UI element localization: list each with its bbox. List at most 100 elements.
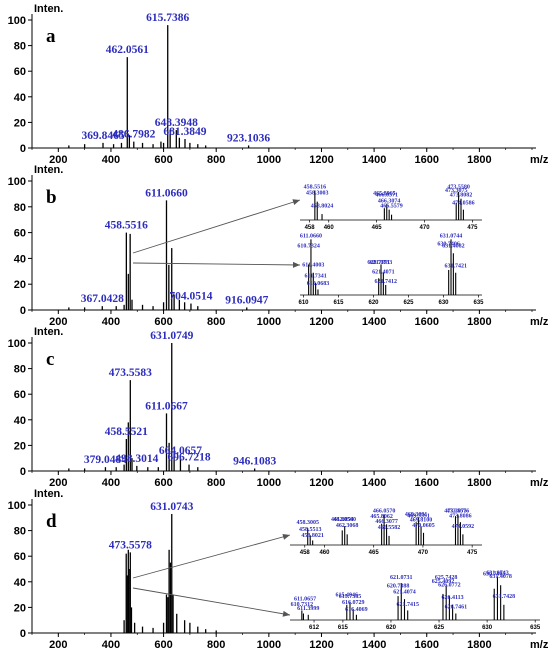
inset-peak-label: 474.0586 — [452, 201, 475, 207]
inset-peak-label: 612.0683 — [307, 281, 330, 287]
inset-peak-label: 626.7461 — [445, 604, 468, 610]
inset-x-tick-label: 475 — [467, 225, 478, 231]
peak-label: 615.7386 — [146, 12, 189, 24]
x-tick-label: 600 — [154, 316, 172, 328]
peak-label: 631.0743 — [150, 501, 193, 513]
inset-x-tick-label: 625 — [403, 300, 414, 306]
inset-peak-label: 631.7428 — [493, 594, 516, 600]
inset-peak-label: 625.7428 — [435, 575, 458, 581]
peak-label: 923.1036 — [227, 132, 270, 144]
y-tick-label: 60 — [14, 228, 26, 240]
peak-label: 369.8465 — [81, 130, 124, 142]
inset-peak-label: 458.8021 — [301, 533, 324, 539]
inset-peak-label: 458.3003 — [306, 190, 329, 196]
inset-peak-label: 458.8024 — [311, 204, 334, 210]
x-tick-label: 800 — [207, 154, 225, 166]
inset-peak-label: 458.3005 — [296, 520, 319, 526]
x-axis-title: m/z — [530, 639, 549, 651]
inset-peak-label: 611.7341 — [305, 273, 327, 279]
inset-x-tick-label: 470 — [418, 550, 429, 556]
peak-label: 611.0667 — [145, 400, 188, 412]
peak-label: 379.0484 — [84, 454, 127, 466]
x-axis-title: m/z — [530, 477, 549, 489]
inset-peak-label: 631.4082 — [442, 243, 465, 249]
zoom-arrow-head — [282, 533, 290, 540]
inset-peak-label: 610.7324 — [297, 243, 320, 249]
inset-peak-label: 466.3074 — [378, 199, 401, 205]
zoom-arrow-line — [132, 262, 301, 266]
inset-peak-label: 631.7421 — [444, 263, 467, 269]
inset-x-tick-label: 615 — [333, 300, 344, 306]
y-axis-title: Inten. — [34, 326, 63, 338]
x-tick-label: 600 — [154, 477, 172, 489]
inset-x-tick-label: 635 — [473, 300, 484, 306]
inset-peak-label: 473.8082 — [450, 193, 473, 199]
zoom-arrow-line — [132, 587, 291, 616]
inset-peak-label: 473.5576 — [447, 509, 470, 515]
inset-peak-label: 466.0571 — [376, 193, 399, 199]
inset-peak-label: 461.8054 — [331, 517, 354, 523]
y-axis-title: Inten. — [34, 488, 63, 500]
y-tick-label: 0 — [20, 143, 26, 155]
y-tick-label: 80 — [14, 526, 26, 538]
x-tick-label: 1800 — [467, 477, 491, 489]
x-tick-label: 1400 — [362, 316, 386, 328]
inset-x-tick-label: 475 — [467, 550, 478, 556]
peak-label: 631.0749 — [150, 330, 193, 342]
y-tick-label: 100 — [8, 500, 26, 512]
x-tick-label: 1400 — [362, 477, 386, 489]
x-tick-label: 200 — [49, 639, 67, 651]
y-tick-label: 40 — [14, 253, 26, 265]
peak-label: 664.0657 — [159, 445, 202, 457]
panel-letter: a — [46, 26, 56, 47]
x-tick-label: 600 — [154, 639, 172, 651]
x-tick-label: 1600 — [414, 154, 438, 166]
inset-peak-label: 620.7388 — [387, 584, 410, 590]
inset-peak-label: 630.7405 — [483, 571, 506, 577]
y-axis-title: Inten. — [34, 164, 63, 176]
inset-peak-label: 620.7391 — [367, 260, 390, 266]
spectrum-panel-b: 0 20 40 60 80 100 200 400 600 800 1000 1200 1400 1600… — [8, 164, 549, 328]
inset-peak-label: 466.5582 — [378, 525, 401, 531]
inset-x-tick-label: 630 — [438, 300, 449, 306]
inset-x-tick-label: 612 — [309, 625, 320, 631]
y-tick-label: 60 — [14, 551, 26, 563]
peak-label: 946.1083 — [233, 455, 276, 467]
inset-peak-label: 473.3075 — [445, 188, 468, 194]
y-tick-label: 100 — [8, 15, 26, 27]
x-tick-label: 800 — [207, 316, 225, 328]
inset-peak-label: 621.4074 — [393, 590, 416, 596]
peak-label: 648.3948 — [155, 117, 198, 129]
y-tick-label: 40 — [14, 577, 26, 589]
y-tick-label: 100 — [8, 176, 26, 188]
inset-peak-label: 626.0772 — [438, 583, 461, 589]
inset-peak-label: 462.3068 — [336, 523, 359, 529]
zoom-arrow-head — [282, 610, 290, 617]
inset-x-tick-label: 620 — [368, 300, 379, 306]
inset-peak-label: 474.0592 — [452, 524, 475, 530]
inset-peak-label: 621.0731 — [390, 575, 413, 581]
y-tick-label: 0 — [20, 305, 26, 317]
inset-peak-label: 621.4071 — [372, 270, 395, 276]
peak-label: 696.7218 — [167, 452, 210, 464]
inset-x-tick-label: 465 — [369, 550, 380, 556]
inset-peak-label: 616.0729 — [342, 600, 365, 606]
x-tick-label: 1000 — [257, 154, 281, 166]
y-tick-label: 80 — [14, 364, 26, 376]
inset-peak-label: 616.4069 — [345, 607, 368, 613]
inset-peak-label: 466.0570 — [373, 509, 396, 515]
inset-peak-label: 611.3999 — [297, 606, 319, 612]
inset-x-tick-label: 620 — [386, 625, 397, 631]
panel-letter: c — [46, 349, 54, 370]
x-tick-label: 400 — [102, 639, 120, 651]
inset-peak-label: 625.4092 — [432, 579, 455, 585]
peak-label: 704.0514 — [169, 291, 212, 303]
peak-label: 367.0428 — [81, 293, 124, 305]
inset-peak-label: 621.0733 — [370, 260, 393, 266]
zoom-arrow-head — [292, 261, 300, 268]
inset-peak-label: 473.5580 — [447, 184, 470, 190]
x-tick-label: 1200 — [309, 477, 333, 489]
inset-x-tick-label: 630 — [482, 625, 493, 631]
